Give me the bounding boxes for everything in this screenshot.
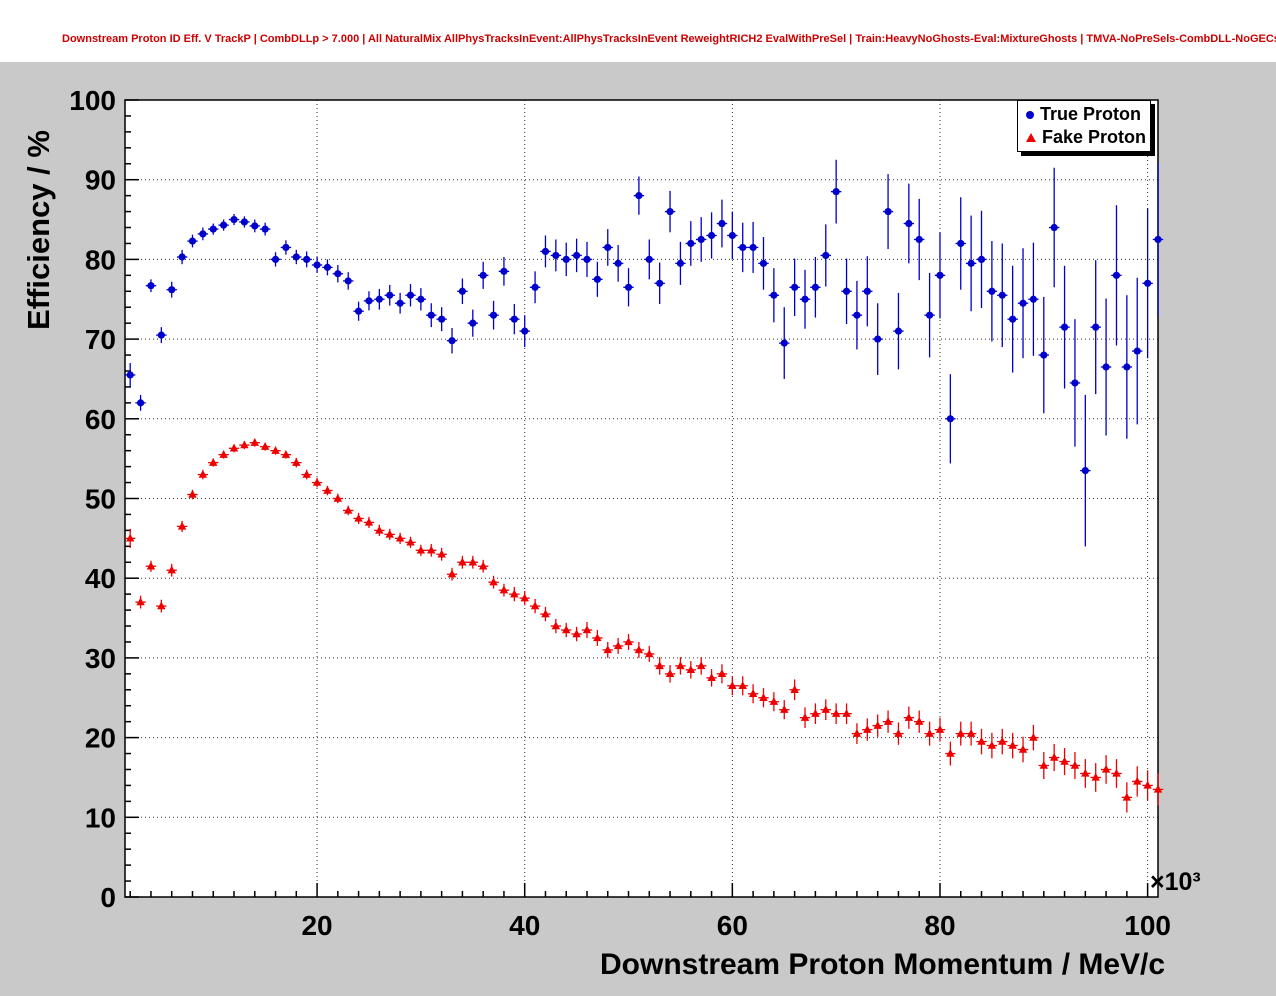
svg-text:40: 40: [509, 910, 540, 941]
legend-item-fake-proton: Fake Proton: [1018, 126, 1150, 149]
svg-text:40: 40: [85, 563, 116, 594]
svg-text:60: 60: [717, 910, 748, 941]
legend: True Proton Fake Proton: [1017, 100, 1151, 152]
svg-text:100: 100: [1124, 910, 1171, 941]
svg-text:70: 70: [85, 324, 116, 355]
svg-text:10: 10: [85, 802, 116, 833]
legend-item-true-proton: True Proton: [1018, 103, 1150, 126]
svg-text:100: 100: [69, 85, 116, 116]
fake-proton-marker-icon: [1026, 133, 1036, 142]
svg-text:80: 80: [85, 244, 116, 275]
x-axis-title: Downstream Proton Momentum / MeV/c: [600, 948, 1166, 981]
svg-text:20: 20: [301, 910, 332, 941]
plot-header: Downstream Proton ID Eff. V TrackP | Com…: [0, 0, 1276, 62]
true-proton-marker-icon: [1026, 110, 1034, 119]
svg-text:50: 50: [85, 484, 116, 515]
svg-text:30: 30: [85, 643, 116, 674]
svg-text:80: 80: [924, 910, 955, 941]
plot-title: Downstream Proton ID Eff. V TrackP | Com…: [62, 33, 1276, 45]
legend-label: True Proton: [1040, 104, 1142, 124]
y-axis-title: Efficiency / %: [21, 130, 56, 330]
svg-text:60: 60: [85, 404, 116, 435]
svg-text:20: 20: [85, 723, 116, 754]
x-axis-multiplier: ×10³: [1150, 868, 1201, 896]
legend-label: Fake Proton: [1042, 127, 1147, 147]
svg-text:0: 0: [100, 882, 116, 913]
svg-text:90: 90: [85, 165, 116, 196]
